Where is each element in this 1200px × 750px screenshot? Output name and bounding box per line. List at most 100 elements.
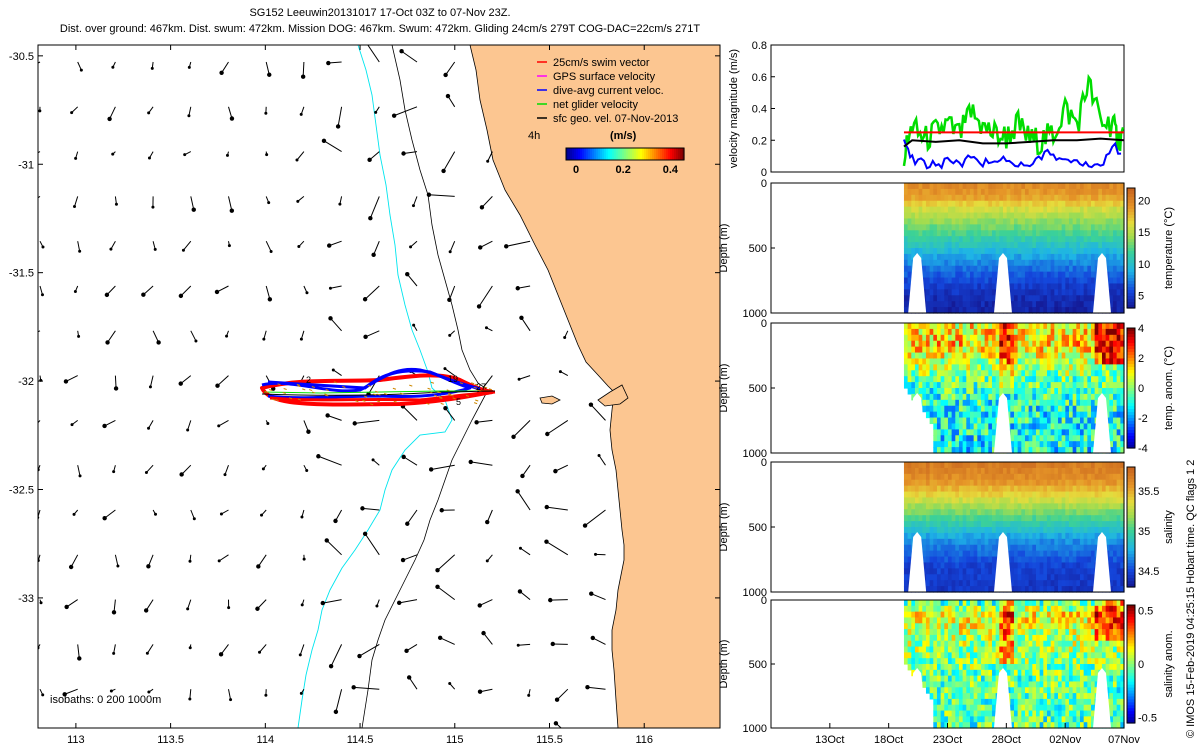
lon-tick-label: 115.5 (536, 734, 563, 746)
section-cell (918, 328, 923, 336)
velocity-arrow-shaft (228, 196, 233, 211)
section-cell (1002, 206, 1008, 214)
velocity-arrow-shaft (330, 318, 342, 332)
section-cell (1021, 388, 1026, 395)
velocity-arrow (265, 420, 270, 425)
section-cell (951, 497, 956, 504)
velocity-arrow (144, 464, 154, 474)
section-cell (1046, 521, 1052, 528)
section-cell (977, 473, 982, 481)
section-cell (1083, 532, 1088, 540)
section-cell (1087, 206, 1092, 214)
section-cell (1087, 370, 1092, 377)
section-cell (973, 462, 978, 469)
section-cell (1013, 253, 1019, 261)
section-cell (991, 574, 997, 581)
section-cell (1068, 441, 1074, 448)
section-colorbar-cell (1127, 334, 1135, 338)
section-cell (922, 364, 927, 371)
section-cell (903, 289, 909, 296)
section-cell (958, 462, 964, 469)
section-cell (1076, 340, 1081, 348)
section-cell (955, 405, 960, 413)
section-cell (995, 183, 1000, 190)
section-cell (1021, 491, 1026, 499)
section-cell (1098, 352, 1103, 360)
section-cell (922, 562, 927, 569)
section-cell (1105, 376, 1110, 383)
section-cell (1109, 323, 1114, 330)
velocity-arrow (147, 420, 154, 430)
section-cell (980, 393, 986, 401)
section-cell (1043, 473, 1048, 481)
section-cell (1002, 467, 1008, 475)
section-cell (1083, 515, 1088, 522)
section-cell (944, 538, 949, 546)
section-cell (962, 340, 967, 348)
velocity-arrow-head (485, 559, 489, 563)
section-cell (1065, 586, 1070, 593)
section-cell (1105, 515, 1110, 522)
section-cell (955, 382, 960, 389)
section-cell (1112, 393, 1118, 401)
section-cell (969, 352, 975, 360)
section-cell (914, 497, 920, 504)
section-cell (918, 358, 923, 365)
section-cell (1079, 206, 1085, 214)
section-cell (1116, 497, 1121, 504)
land-polygon (469, 45, 720, 728)
section-cell (1120, 265, 1125, 273)
section-cell (947, 206, 953, 214)
section-cell (940, 503, 945, 510)
section-cell (903, 301, 909, 308)
section-cell (1068, 574, 1074, 581)
section-cell (907, 376, 912, 383)
section-cell (922, 346, 927, 354)
section-cell (958, 328, 964, 336)
section-cell (984, 550, 989, 558)
section-cell (1039, 485, 1044, 493)
velocity-arrow (479, 196, 493, 210)
section-colorbar-cell (1127, 340, 1135, 344)
velocity-arrow-head (441, 168, 446, 174)
section-cell (947, 509, 953, 516)
section-cell (999, 479, 1004, 487)
section-cell (940, 562, 945, 569)
section-cell (947, 441, 953, 448)
section-cell (933, 212, 938, 220)
section-cell (914, 527, 920, 534)
section-cell (1065, 485, 1070, 493)
section-cell (1002, 376, 1008, 383)
velocity-arrow-head (186, 607, 190, 611)
section-cell (1090, 544, 1096, 552)
section-cell (925, 550, 931, 558)
section-cell (914, 473, 920, 481)
section-cell (1120, 405, 1125, 413)
section-cell (1039, 218, 1044, 225)
section-cell (1098, 370, 1103, 377)
section-cell (973, 328, 978, 336)
section-cell (1120, 503, 1125, 510)
section-cell (1017, 382, 1022, 389)
velocity-arrow-head (179, 472, 184, 477)
colorbar-cell (570, 148, 573, 160)
section-cell (1061, 532, 1066, 540)
section-cell (962, 532, 967, 540)
section-cell (1024, 435, 1030, 442)
section-cell (966, 491, 971, 499)
section-cell (944, 556, 949, 564)
section-cell (918, 497, 923, 504)
glider-track-tick (271, 398, 276, 401)
section-cell (1120, 521, 1125, 528)
section-cell (1120, 194, 1125, 202)
section-cell (1076, 580, 1081, 587)
section-cell (1109, 328, 1114, 336)
section-cell (1090, 497, 1096, 504)
section-cell (1090, 562, 1096, 569)
section-cell (1090, 334, 1096, 342)
colorbar-tick-label: 0 (573, 164, 579, 176)
section-cell (1050, 382, 1055, 389)
section-cell (1021, 200, 1026, 208)
section-cell (914, 479, 920, 487)
